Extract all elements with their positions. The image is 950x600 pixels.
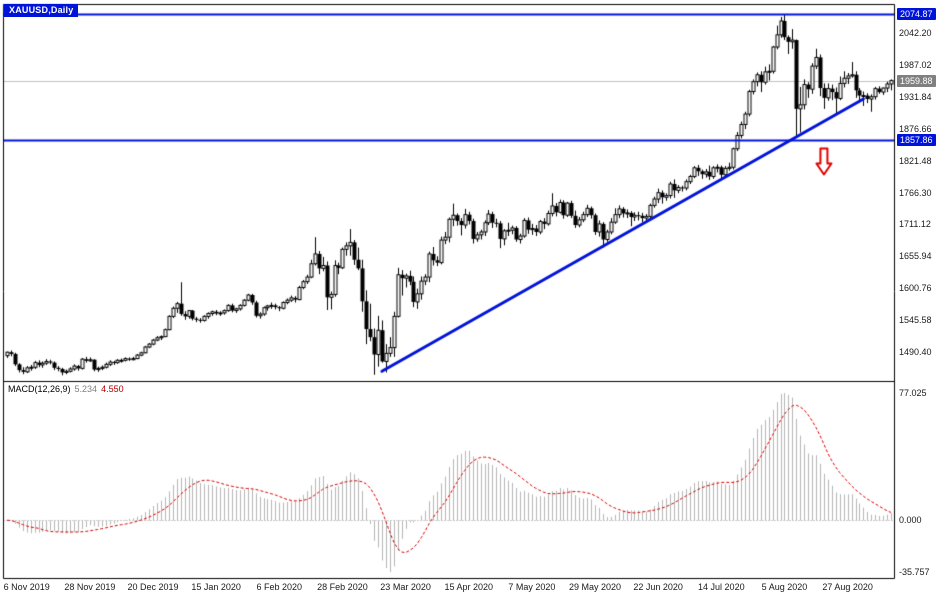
price-tick-label: 1931.84 [899,91,932,102]
price-tick-label: 2042.20 [899,28,932,39]
macd-indicator-label: MACD(12,26,9) 5.234 4.550 [8,384,124,394]
macd-min-label: -35.757 [899,567,930,577]
date-tick-label: 6 Feb 2020 [256,582,303,592]
date-tick-label: 22 Jun 2020 [633,582,683,592]
date-tick-label: 28 Feb 2020 [317,582,368,592]
price-tick-label: 1490.40 [899,346,932,357]
date-tick-label: 23 Mar 2020 [380,582,431,592]
support-price-label: 1857.86 [897,133,936,146]
bid-price-label: 1959.88 [897,74,936,87]
price-tick-label: 1600.76 [899,283,932,294]
resistance-price-label: 2074.87 [897,8,936,21]
macd-axis[interactable]: 77.025 0.000 -35.757 [897,0,950,600]
price-tick-label: 1655.94 [899,251,932,262]
price-tick-label: 1987.02 [899,59,932,70]
price-tick-label: 1821.48 [899,155,932,166]
price-tick-label: 1766.30 [899,187,932,198]
macd-signal-value: 4.550 [101,384,124,394]
price-tick-label: 1711.12 [899,219,931,230]
date-axis[interactable]: 6 Nov 2019 28 Nov 2019 20 Dec 2019 15 Jan 2… [0,579,897,600]
date-tick-label: 7 May 2020 [508,582,556,592]
date-tick-label: 14 Jul 2020 [698,582,745,592]
price-axis[interactable]: 2042.20 1987.02 1931.84 1876.66 1821.48 1766.… [897,0,950,578]
date-tick-label: 6 Nov 2019 [3,582,50,592]
macd-name: MACD(12,26,9) [8,384,71,394]
date-tick-label: 15 Jan 2020 [191,582,241,592]
macd-zero-label: 0.000 [899,515,922,526]
price-tick-label: 1876.66 [899,123,932,134]
macd-max-label: 77.025 [899,388,927,398]
macd-main-value: 5.234 [74,384,98,394]
date-tick-label: 29 May 2020 [568,582,622,592]
date-tick-label: 5 Aug 2020 [761,582,808,592]
symbol-timeframe-label: XAUUSD,Daily [4,4,79,17]
date-tick-label: 20 Dec 2019 [127,582,179,592]
date-tick-label: 27 Aug 2020 [822,582,873,592]
date-tick-label: 28 Nov 2019 [64,582,116,592]
price-tick-label: 1545.58 [899,315,932,326]
date-tick-label: 15 Apr 2020 [444,582,493,592]
